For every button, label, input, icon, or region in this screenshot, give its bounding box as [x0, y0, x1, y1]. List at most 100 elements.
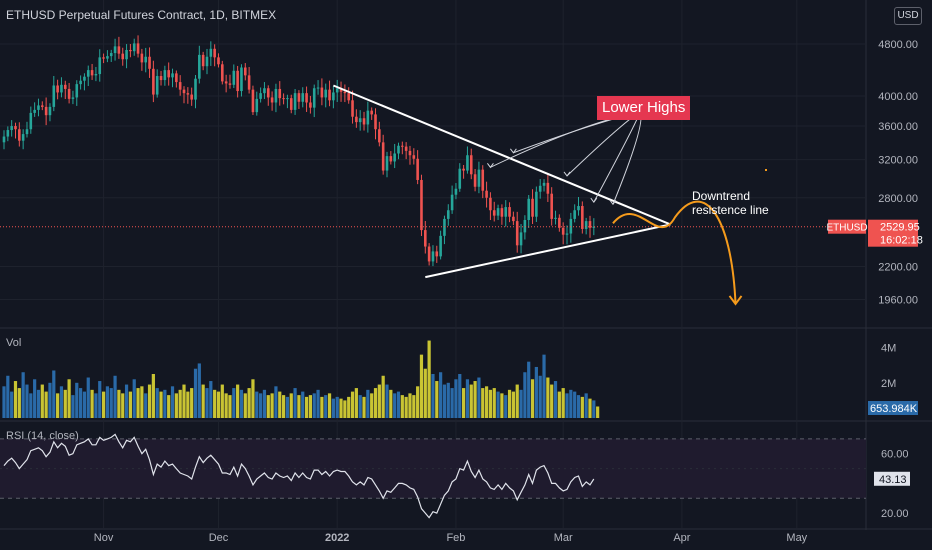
- volume-bar: [470, 385, 473, 418]
- volume-bar: [420, 355, 423, 418]
- candle-body: [344, 92, 347, 93]
- candle-body: [10, 126, 13, 130]
- candle-body: [581, 206, 584, 229]
- candle-body: [217, 57, 220, 64]
- volume-bar: [106, 386, 109, 418]
- volume-bar: [588, 399, 591, 418]
- volume-bar: [585, 393, 588, 418]
- volume-bar: [328, 393, 331, 418]
- volume-bar: [144, 393, 147, 418]
- candle-body: [213, 49, 216, 58]
- volume-bar: [282, 395, 285, 418]
- candle-body: [79, 81, 82, 84]
- candle-body: [401, 146, 404, 147]
- volume-bar: [22, 372, 25, 418]
- candle-body: [129, 50, 132, 51]
- candle-body: [110, 53, 113, 56]
- volume-bar: [98, 381, 101, 418]
- candle-body: [363, 118, 366, 124]
- candle-body: [462, 169, 465, 171]
- candle-body: [382, 142, 385, 170]
- candle-body: [267, 88, 270, 97]
- candle-body: [370, 111, 373, 115]
- candle-body: [60, 85, 63, 93]
- candle-body: [282, 98, 285, 99]
- candle-body: [554, 218, 557, 219]
- price-tick-label: 2800.00: [878, 193, 918, 205]
- candle-body: [298, 93, 301, 102]
- volume-bar: [454, 379, 457, 418]
- volume-bar: [508, 390, 511, 418]
- volume-bar: [405, 397, 408, 418]
- volume-bar: [523, 372, 526, 418]
- candle-body: [125, 50, 128, 59]
- candle-body: [566, 234, 569, 235]
- volume-bar: [167, 395, 170, 418]
- volume-bar: [496, 392, 499, 418]
- resistance-line-label: resistence line: [692, 203, 769, 217]
- volume-bar: [102, 392, 105, 418]
- volume-bar: [565, 393, 568, 418]
- volume-bar: [25, 385, 28, 418]
- support-trendline: [425, 224, 670, 277]
- volume-bar: [581, 397, 584, 418]
- candle-body: [41, 105, 44, 106]
- volume-bar: [397, 392, 400, 418]
- candle-body: [275, 89, 278, 103]
- candle-body: [91, 70, 94, 75]
- volume-bar: [539, 376, 542, 418]
- candle-body: [470, 155, 473, 174]
- candle-body: [535, 192, 538, 217]
- volume-bar: [293, 388, 296, 418]
- candle-body: [508, 207, 511, 217]
- downtrend-label: Downtrend: [692, 189, 750, 203]
- time-tick-label: 2022: [325, 532, 349, 544]
- countdown-tag: 16:02:18: [880, 235, 923, 247]
- candle-body: [187, 93, 190, 94]
- candle-body: [233, 71, 236, 85]
- candle-body: [489, 198, 492, 210]
- candle-body: [156, 76, 159, 95]
- candle-body: [95, 74, 98, 75]
- forecast-dot: [765, 169, 767, 171]
- volume-bar: [290, 393, 293, 418]
- volume-bar: [133, 379, 136, 418]
- candle-body: [455, 189, 458, 195]
- candle-body: [439, 236, 442, 257]
- candle-body: [451, 195, 454, 211]
- candle-body: [524, 220, 527, 232]
- candle-body: [501, 208, 504, 217]
- volume-bar: [186, 392, 189, 418]
- candle-body: [18, 129, 21, 140]
- currency-button[interactable]: USD: [894, 7, 922, 25]
- volume-bar: [83, 392, 86, 418]
- volume-bar: [228, 395, 231, 418]
- candle-body: [30, 113, 33, 129]
- volume-bar: [110, 388, 113, 418]
- volume-bar: [297, 395, 300, 418]
- candle-body: [190, 95, 193, 100]
- candle-body: [386, 156, 389, 170]
- candles-group: [3, 35, 595, 266]
- lower-highs-label: Lower Highs: [597, 96, 690, 120]
- candle-body: [447, 210, 450, 219]
- candle-body: [114, 46, 117, 53]
- candle-body: [585, 221, 588, 229]
- candle-body: [252, 90, 255, 112]
- volume-bar: [343, 400, 346, 418]
- time-tick-label: Mar: [554, 532, 573, 544]
- volume-bar: [33, 379, 36, 418]
- volume-bar: [378, 385, 381, 418]
- candle-body: [164, 70, 167, 80]
- volume-bar: [542, 355, 545, 418]
- candle-body: [328, 90, 331, 101]
- volume-bar: [477, 378, 480, 418]
- candle-body: [355, 117, 358, 122]
- candle-body: [52, 85, 55, 106]
- volume-bar: [60, 386, 63, 418]
- volume-bar: [550, 385, 553, 418]
- candle-body: [202, 55, 205, 66]
- volume-bar: [175, 393, 178, 418]
